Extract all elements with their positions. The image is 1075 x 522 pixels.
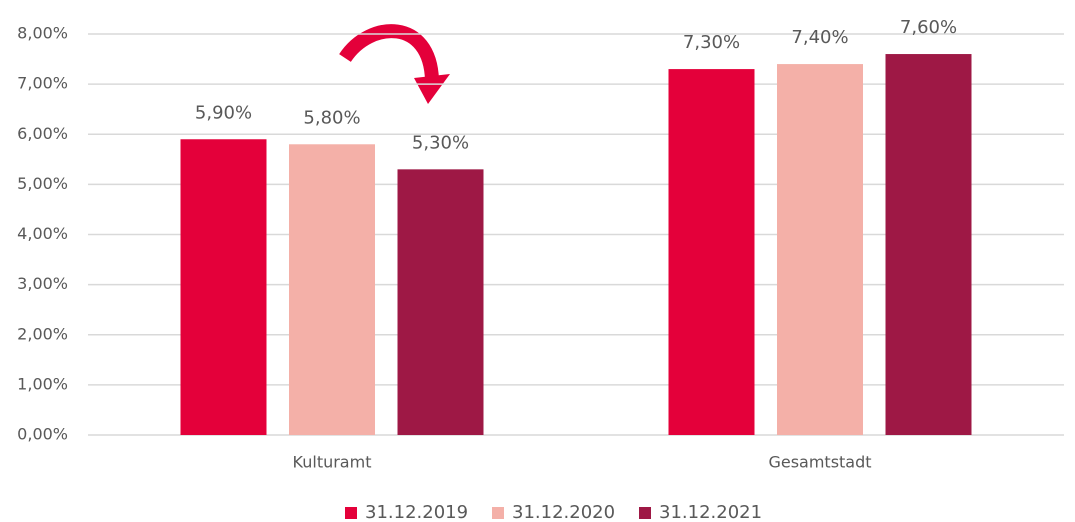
y-tick-label: 8,00% — [17, 24, 68, 43]
y-tick-label: 3,00% — [17, 274, 68, 293]
bar — [289, 144, 375, 435]
y-tick-label: 7,00% — [17, 74, 68, 93]
y-tick-label: 4,00% — [17, 224, 68, 243]
bar — [777, 64, 863, 435]
arrow-decoration — [339, 24, 439, 81]
bar — [885, 54, 972, 436]
value-label: 5,80% — [303, 107, 360, 128]
legend-swatch — [639, 507, 651, 519]
value-label: 7,30% — [683, 32, 740, 53]
arrow-head — [414, 74, 450, 104]
bar — [397, 169, 484, 435]
legend-label: 31.12.2021 — [659, 502, 762, 522]
value-label: 7,60% — [900, 17, 957, 38]
value-label: 5,30% — [412, 132, 469, 153]
x-tick-label: Gesamtstadt — [768, 453, 871, 472]
y-tick-label: 6,00% — [17, 124, 68, 143]
legend-swatch — [492, 507, 504, 519]
y-tick-label: 0,00% — [17, 425, 68, 444]
value-label: 7,40% — [791, 27, 848, 48]
legend-swatch — [345, 507, 357, 519]
y-tick-label: 2,00% — [17, 324, 68, 343]
y-tick-label: 1,00% — [17, 374, 68, 393]
y-tick-label: 5,00% — [17, 174, 68, 193]
legend-label: 31.12.2019 — [365, 502, 468, 522]
x-tick-label: Kulturamt — [293, 453, 372, 472]
bar — [668, 69, 755, 436]
bar — [180, 139, 267, 435]
value-label: 5,90% — [195, 102, 252, 123]
legend-label: 31.12.2020 — [512, 502, 615, 522]
